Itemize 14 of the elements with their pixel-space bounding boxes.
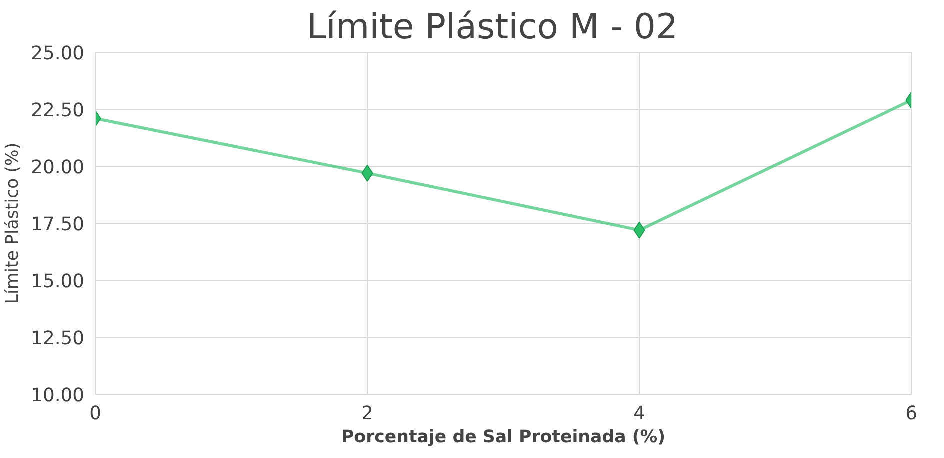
x-tick-label: 2 xyxy=(362,404,374,424)
y-tick-label: 17.50 xyxy=(31,214,85,236)
x-tick-label: 4 xyxy=(634,404,646,424)
y-tick-label: 15.00 xyxy=(31,272,85,292)
y-tick-label: 12.50 xyxy=(31,328,85,350)
y-tick-label: 10.00 xyxy=(31,386,85,406)
x-tick-label: 6 xyxy=(906,404,918,424)
y-tick-label: 20.00 xyxy=(31,158,85,178)
x-tick-label: 0 xyxy=(90,404,102,424)
y-tick-label: 25.00 xyxy=(31,44,85,64)
y-axis-title: Límite Plástico (%) xyxy=(3,142,24,304)
chart-title: Límite Plástico M - 02 xyxy=(306,8,678,48)
x-axis-title: Porcentaje de Sal Proteinada (%) xyxy=(341,428,666,448)
y-tick-label: 22.50 xyxy=(31,100,85,122)
